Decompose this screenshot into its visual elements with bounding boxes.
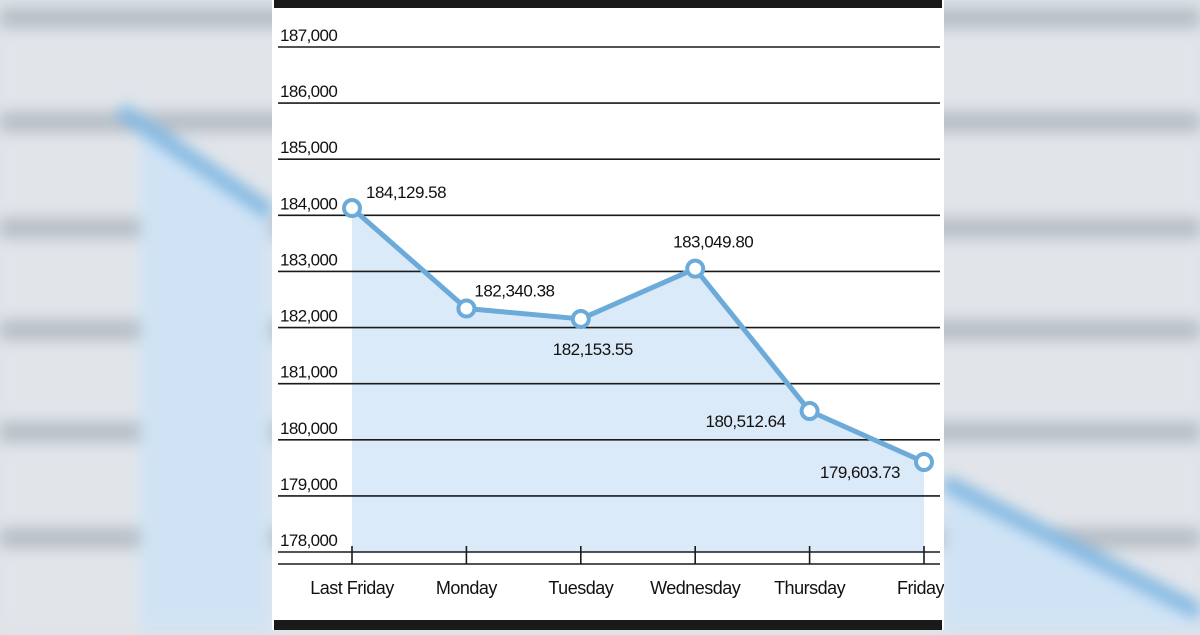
y-tick-label: 185,000: [280, 138, 337, 157]
x-axis: Last Friday Monday Tuesday Wednesday Thursda…: [310, 546, 944, 598]
series-line: [349, 205, 927, 465]
x-tick-label: Tuesday: [548, 578, 613, 598]
data-point: [456, 298, 477, 319]
line-chart: 178,000 179,000 180,000 181,000 182,000 183,0…: [274, 0, 944, 630]
grid-layer: [278, 46, 940, 565]
frame-bottom-bar: [274, 620, 942, 630]
frame-top-bar: [274, 0, 942, 8]
data-point: [685, 258, 706, 279]
data-label: 184,129.58: [366, 183, 446, 202]
x-tick-label: Thursday: [774, 578, 846, 598]
area-fill: [352, 208, 924, 553]
data-point: [570, 308, 591, 329]
x-tick-label: Friday: [897, 578, 944, 598]
y-tick-label: 178,000: [280, 531, 337, 550]
y-tick-label: 183,000: [280, 250, 337, 269]
data-label: 182,340.38: [474, 281, 554, 300]
x-tick-label: Monday: [436, 578, 498, 598]
y-tick-label: 179,000: [280, 475, 337, 494]
y-tick-label: 180,000: [280, 419, 337, 438]
data-label: 179,603.73: [820, 463, 900, 482]
y-tick-label: 187,000: [280, 26, 337, 45]
y-tick-label: 181,000: [280, 363, 337, 382]
area-layer: [352, 208, 924, 553]
data-point: [342, 198, 362, 219]
data-point: [914, 452, 934, 473]
data-point: [799, 401, 820, 422]
data-label: 182,153.55: [553, 340, 633, 359]
chart-card: 178,000 179,000 180,000 181,000 182,000 183,0…: [272, 0, 944, 630]
x-tick-label: Wednesday: [650, 578, 741, 598]
y-axis: 178,000 179,000 180,000 181,000 182,000 183,0…: [280, 26, 338, 550]
data-label: 183,049.80: [673, 233, 753, 252]
y-tick-label: 184,000: [280, 194, 337, 213]
y-tick-label: 186,000: [280, 82, 337, 101]
y-tick-label: 182,000: [280, 307, 337, 326]
data-label-layer: 184,129.58 182,340.38 182,153.55 183,049.80…: [366, 183, 901, 482]
data-label: 180,512.64: [706, 412, 786, 431]
series-layer: [342, 198, 934, 473]
x-tick-label: Last Friday: [310, 578, 394, 598]
